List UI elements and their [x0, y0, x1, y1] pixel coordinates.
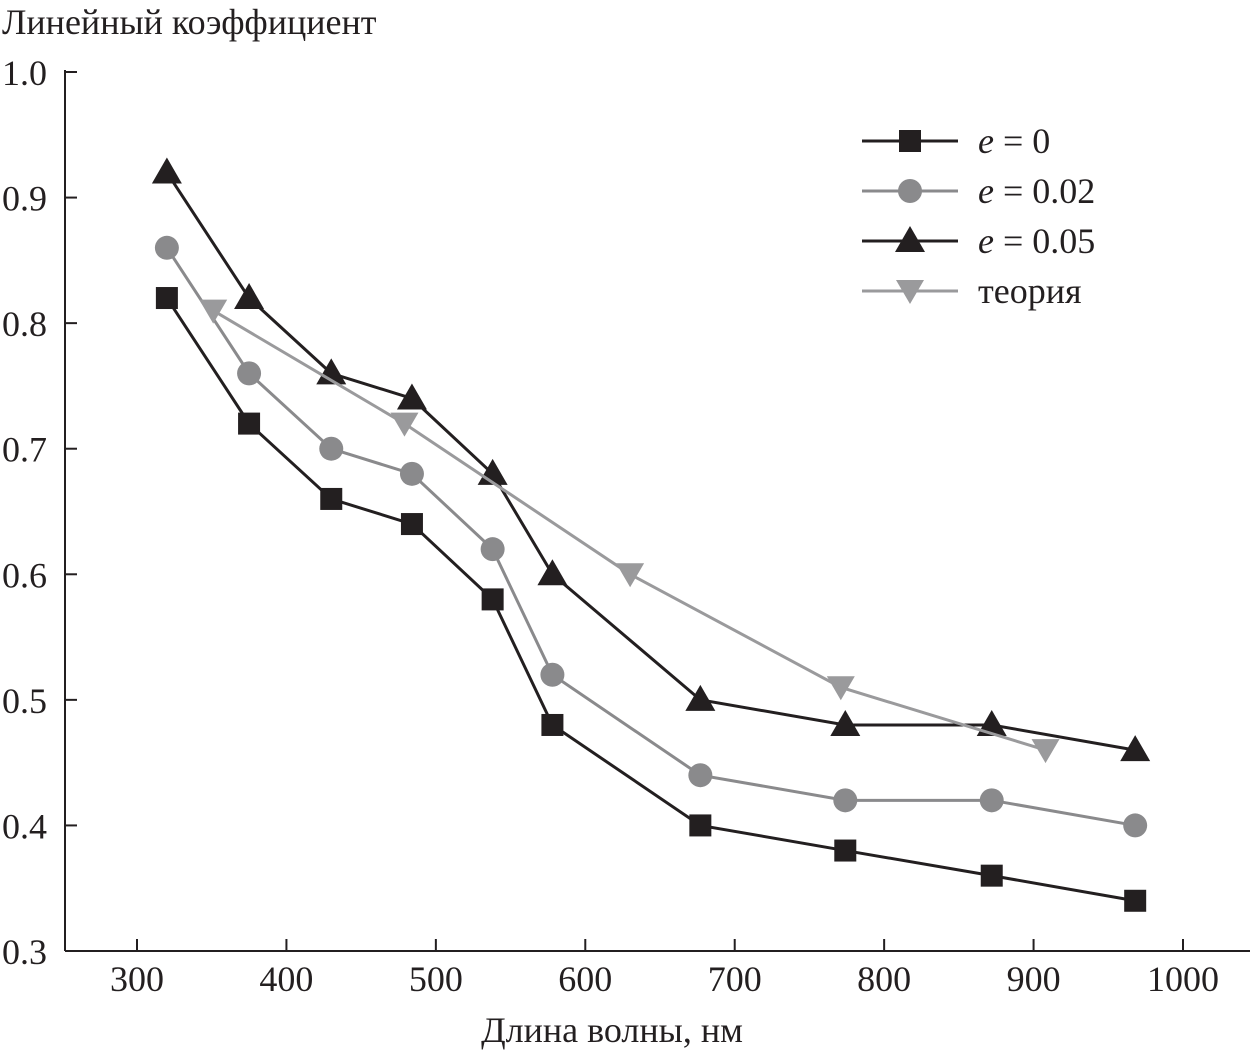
data-point [319, 436, 344, 461]
x-tick-label: 500 [409, 959, 463, 999]
series-2 [154, 235, 1148, 838]
data-point [689, 814, 712, 837]
data-point [480, 537, 505, 562]
series-line [165, 297, 1136, 903]
legend-entry: теория [862, 271, 1082, 311]
data-point [154, 235, 179, 260]
legend-marker [896, 280, 924, 304]
legend-marker [895, 226, 925, 252]
legend-marker [898, 179, 922, 203]
legend-label: e = 0 [978, 121, 1050, 161]
data-point [481, 588, 504, 611]
legend-label: e = 0.02 [978, 171, 1095, 211]
data-point [541, 713, 564, 736]
x-tick-label: 800 [857, 959, 911, 999]
y-tick-label: 0.8 [2, 304, 47, 344]
data-point [976, 709, 1007, 736]
x-tick-label: 300 [110, 959, 164, 999]
x-axis-label: Длина волны, нм [481, 1010, 743, 1050]
data-point [834, 839, 857, 862]
legend-entry: e = 0.05 [862, 221, 1095, 261]
data-point [199, 299, 228, 324]
data-point [537, 559, 568, 586]
y-tick-label: 0.6 [2, 555, 47, 595]
data-point [1124, 889, 1147, 912]
data-point [1120, 735, 1151, 762]
legend-label: теория [978, 271, 1082, 311]
data-point [833, 788, 858, 813]
legend-label: e = 0.05 [978, 221, 1095, 261]
x-tick-label: 600 [558, 959, 612, 999]
y-tick-label: 0.4 [2, 806, 47, 846]
y-tick-label: 0.7 [2, 430, 47, 470]
x-tick-label: 700 [708, 959, 762, 999]
data-point [390, 412, 419, 437]
series-1 [155, 287, 1147, 912]
data-point [234, 283, 265, 310]
data-point [616, 563, 645, 588]
legend-entry: e = 0 [862, 121, 1050, 161]
y-tick-label: 0.9 [2, 179, 47, 219]
data-point [151, 157, 182, 184]
data-point [830, 709, 861, 736]
y-tick-label: 0.3 [2, 932, 47, 972]
data-point [688, 763, 713, 788]
x-tick-label: 1000 [1147, 959, 1219, 999]
series-line [165, 246, 1136, 827]
series-4 [199, 299, 1060, 764]
x-tick-label: 400 [259, 959, 313, 999]
data-point [396, 383, 427, 410]
data-point [980, 864, 1003, 887]
data-point [399, 461, 424, 486]
data-point [540, 662, 565, 687]
series-line [165, 171, 1136, 752]
data-point [979, 788, 1004, 813]
data-point [1123, 813, 1148, 838]
data-point [685, 684, 716, 711]
legend-marker [899, 130, 921, 152]
y-tick-label: 1.0 [2, 53, 47, 93]
data-point [155, 287, 178, 310]
legend-entry: e = 0.02 [862, 171, 1095, 211]
data-point [237, 361, 262, 386]
y-tick-label: 0.5 [2, 681, 47, 721]
data-point [400, 513, 423, 536]
data-point [316, 358, 347, 385]
x-tick-label: 900 [1007, 959, 1061, 999]
data-point [826, 676, 855, 701]
y-axis-label: Линейный коэффициент [2, 2, 377, 42]
data-point [238, 412, 261, 435]
data-point [1031, 739, 1060, 764]
data-point [320, 487, 343, 510]
